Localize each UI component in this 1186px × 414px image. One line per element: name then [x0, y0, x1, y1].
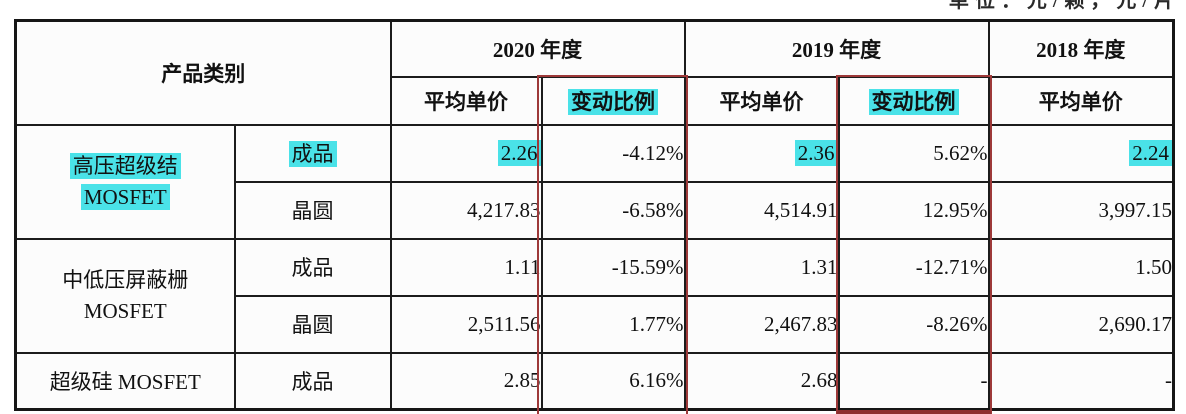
cell-type: 晶圆: [233, 180, 392, 240]
cell-avg-2018: 1.50: [987, 237, 1175, 297]
cell-chg-2020: 6.16%: [540, 351, 686, 411]
clipped-unit-caption-text: 单位：元/颗，元/片: [948, 0, 1180, 11]
cell-avg-2019: 4,514.91: [683, 180, 840, 240]
header-change-ratio-2019: 变动比例: [837, 75, 990, 126]
cell-avg-2019: 2.36: [683, 123, 840, 183]
header-year-2018: 2018 年度: [987, 19, 1175, 78]
header-avg-price-2019: 平均单价: [683, 75, 840, 126]
header-change-ratio-2020: 变动比例: [540, 75, 686, 126]
highlight-avg-2018: 2.24: [1129, 139, 1172, 166]
cell-category-super-silicon: 超级硅 MOSFET: [14, 351, 236, 411]
cell-category-hv-superjunction: 高压超级结 MOSFET: [14, 123, 236, 240]
cell-avg-2018: 3,997.15: [987, 180, 1175, 240]
cell-avg-2018: 2,690.17: [987, 294, 1175, 354]
cell-chg-2020: -4.12%: [540, 123, 686, 183]
cell-avg-2018: 2.24: [987, 123, 1175, 183]
table-row: 晶圆 2,511.56 1.77% 2,467.83 -8.26% 2,690.…: [16, 294, 1175, 354]
cell-avg-2020: 2.26: [389, 123, 543, 183]
cell-type: 成品: [233, 237, 392, 297]
category-line1: 中低压屏蔽栅: [62, 268, 189, 293]
table-row: 超级硅 MOSFET 成品 2.85 6.16% 2.68 - -: [14, 351, 1175, 411]
cell-type: 晶圆: [233, 294, 392, 354]
header-row-years: 产品类别 2020 年度 2019 年度 2018 年度: [14, 19, 1175, 126]
cell-avg-2019: 2.68: [683, 351, 840, 411]
header-avg-price-2020: 平均单价: [389, 75, 543, 126]
highlight-category-line2: MOSFET: [80, 183, 170, 210]
highlight-change-ratio-2020: 变动比例: [568, 88, 658, 115]
cell-avg-2019: 1.31: [683, 237, 840, 297]
cell-chg-2019: 5.62%: [837, 123, 990, 183]
cell-avg-2020: 4,217.83: [389, 180, 543, 240]
header-avg-price-2018: 平均单价: [987, 75, 1175, 126]
highlight-type: 成品: [288, 141, 337, 167]
highlight-change-ratio-2019: 变动比例: [868, 88, 959, 115]
cell-avg-2020: 1.11: [389, 237, 543, 297]
cell-category-mlv-shielded-gate: 中低压屏蔽栅 MOSFET: [14, 237, 236, 354]
cell-type: 成品: [233, 351, 392, 411]
header-year-2019: 2019 年度: [683, 19, 990, 78]
cell-type: 成品: [233, 123, 392, 183]
table-row: 中低压屏蔽栅 MOSFET 成品 1.11 -15.59% 1.31 -12.7…: [14, 237, 1175, 354]
header-year-2020: 2020 年度: [389, 19, 686, 78]
cell-avg-2020: 2.85: [389, 351, 543, 411]
header-product-category: 产品类别: [14, 19, 392, 126]
cell-chg-2020: -15.59%: [540, 237, 686, 297]
cell-chg-2019: -12.71%: [837, 237, 990, 297]
table-row: 晶圆 4,217.83 -6.58% 4,514.91 12.95% 3,997…: [16, 180, 1175, 240]
cell-avg-2018: -: [987, 351, 1175, 411]
category-line2: MOSFET: [83, 298, 167, 323]
clipped-unit-caption: 单位：元/颗，元/片: [910, 0, 1180, 11]
table-row: 高压超级结 MOSFET 成品 2.26 -4.12% 2.36 5.62% 2…: [14, 123, 1175, 240]
cell-avg-2019: 2,467.83: [683, 294, 840, 354]
cell-chg-2020: -6.58%: [540, 180, 686, 240]
cell-chg-2019: 12.95%: [837, 180, 990, 240]
cell-chg-2019: -8.26%: [837, 294, 990, 354]
highlight-avg-2019: 2.36: [794, 139, 837, 166]
price-table: 产品类别 2020 年度 2019 年度 2018 年度 平均单价 变动比例 平…: [14, 19, 1175, 411]
cell-avg-2020: 2,511.56: [389, 294, 543, 354]
highlight-category-line1: 高压超级结: [69, 153, 181, 180]
cell-chg-2020: 1.77%: [540, 294, 686, 354]
highlight-avg-2020: 2.26: [497, 139, 540, 166]
header-row-metrics: 平均单价 变动比例 平均单价 变动比例 平均单价: [16, 75, 1175, 126]
cell-chg-2019: -: [837, 351, 990, 411]
